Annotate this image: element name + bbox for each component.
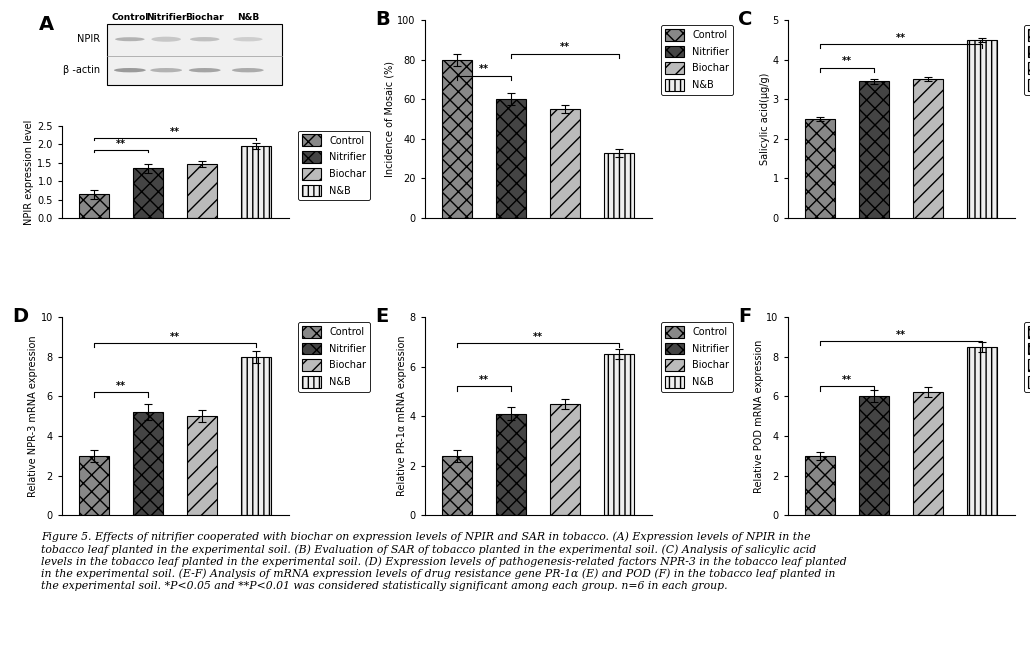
- Ellipse shape: [150, 68, 182, 72]
- Ellipse shape: [151, 37, 181, 41]
- Text: C: C: [737, 10, 752, 29]
- Bar: [241, 357, 271, 515]
- Text: **: **: [170, 127, 180, 137]
- Legend: Control, Nitrifier, Biochar, N&B: Control, Nitrifier, Biochar, N&B: [661, 322, 733, 392]
- Y-axis label: Incidence of Mosaic (%): Incidence of Mosaic (%): [384, 61, 394, 177]
- Ellipse shape: [190, 37, 219, 41]
- Bar: [442, 456, 472, 515]
- Text: A: A: [39, 15, 55, 34]
- Bar: [442, 60, 472, 218]
- Legend: Control, Nitrifier, Biochar, N&B: Control, Nitrifier, Biochar, N&B: [1024, 25, 1030, 95]
- Bar: [967, 347, 997, 515]
- Y-axis label: NPIR expression level: NPIR expression level: [25, 119, 34, 225]
- Ellipse shape: [233, 37, 263, 41]
- Y-axis label: Relative POD mRNA expression: Relative POD mRNA expression: [754, 339, 763, 493]
- Bar: [133, 168, 163, 218]
- Legend: Control, Nitrifier, Biochar, N&B: Control, Nitrifier, Biochar, N&B: [661, 25, 733, 95]
- Bar: [859, 82, 889, 218]
- Ellipse shape: [115, 37, 144, 41]
- Text: F: F: [737, 307, 751, 326]
- Bar: [187, 416, 217, 515]
- Bar: [241, 146, 271, 218]
- Bar: [133, 412, 163, 515]
- Bar: [967, 40, 997, 218]
- Text: **: **: [479, 64, 489, 74]
- Text: β -actin: β -actin: [63, 65, 100, 75]
- Text: **: **: [170, 332, 180, 342]
- Y-axis label: Salicylic acid(μg/g): Salicylic acid(μg/g): [760, 73, 769, 165]
- Text: NPIR: NPIR: [77, 34, 100, 44]
- Text: N&B: N&B: [237, 13, 259, 22]
- Bar: [550, 109, 580, 218]
- Bar: [496, 99, 526, 218]
- Bar: [805, 456, 835, 515]
- Text: **: **: [534, 332, 543, 342]
- Text: **: **: [116, 139, 127, 149]
- Bar: [605, 153, 634, 218]
- Text: Figure 5. Effects of nitrifier cooperated with biochar on expression levels of N: Figure 5. Effects of nitrifier cooperate…: [41, 532, 847, 591]
- Text: **: **: [479, 375, 489, 385]
- Bar: [79, 456, 109, 515]
- Legend: Control, Nitrifier, Biochar, N&B: Control, Nitrifier, Biochar, N&B: [1024, 322, 1030, 392]
- Text: B: B: [375, 10, 389, 29]
- Ellipse shape: [232, 68, 264, 72]
- Legend: Control, Nitrifier, Biochar, N&B: Control, Nitrifier, Biochar, N&B: [298, 322, 370, 392]
- Ellipse shape: [114, 68, 145, 72]
- Text: E: E: [375, 307, 388, 326]
- Bar: [605, 355, 634, 515]
- Bar: [805, 119, 835, 218]
- Bar: [859, 396, 889, 515]
- Text: **: **: [843, 375, 852, 385]
- Text: Control: Control: [111, 13, 148, 22]
- Text: **: **: [116, 381, 127, 391]
- Bar: [914, 392, 943, 515]
- Bar: [914, 80, 943, 218]
- Y-axis label: Relative NPR-3 mRNA expression: Relative NPR-3 mRNA expression: [28, 335, 38, 497]
- Bar: [107, 24, 282, 85]
- Text: **: **: [843, 56, 852, 66]
- Text: Nitrifier: Nitrifier: [146, 13, 186, 22]
- Legend: Control, Nitrifier, Biochar, N&B: Control, Nitrifier, Biochar, N&B: [298, 130, 370, 200]
- Text: **: **: [560, 42, 571, 52]
- Y-axis label: Relative PR-1α mRNA expression: Relative PR-1α mRNA expression: [397, 336, 407, 496]
- Bar: [187, 164, 217, 218]
- Text: **: **: [896, 33, 906, 43]
- Text: Biochar: Biochar: [185, 13, 224, 22]
- Bar: [496, 413, 526, 515]
- Text: **: **: [896, 330, 906, 340]
- Text: D: D: [12, 307, 28, 326]
- Bar: [550, 403, 580, 515]
- Bar: [79, 194, 109, 218]
- Ellipse shape: [188, 68, 220, 72]
